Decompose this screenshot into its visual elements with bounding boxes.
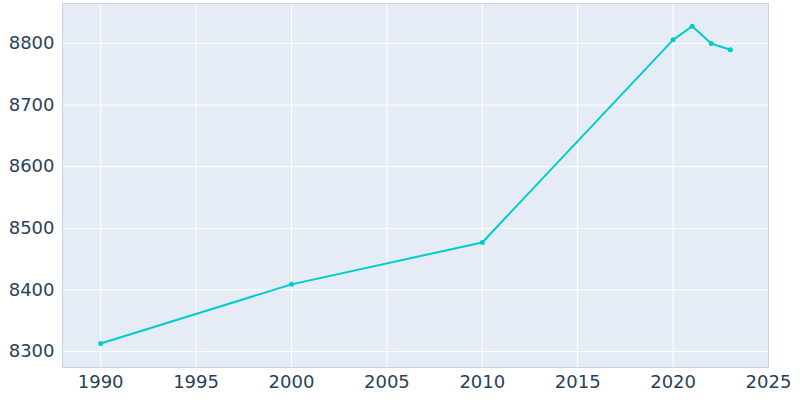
svg-text:8500: 8500 [9,217,55,238]
svg-text:8600: 8600 [9,155,55,176]
svg-text:2015: 2015 [555,371,601,392]
svg-text:2025: 2025 [746,371,792,392]
svg-text:2005: 2005 [364,371,410,392]
svg-text:2020: 2020 [650,371,696,392]
svg-text:8700: 8700 [9,94,55,115]
svg-text:8800: 8800 [9,32,55,53]
svg-text:1995: 1995 [173,371,219,392]
svg-text:2000: 2000 [269,371,315,392]
svg-text:8400: 8400 [9,279,55,300]
svg-text:2010: 2010 [459,371,505,392]
svg-text:8300: 8300 [9,340,55,361]
svg-text:1990: 1990 [78,371,124,392]
